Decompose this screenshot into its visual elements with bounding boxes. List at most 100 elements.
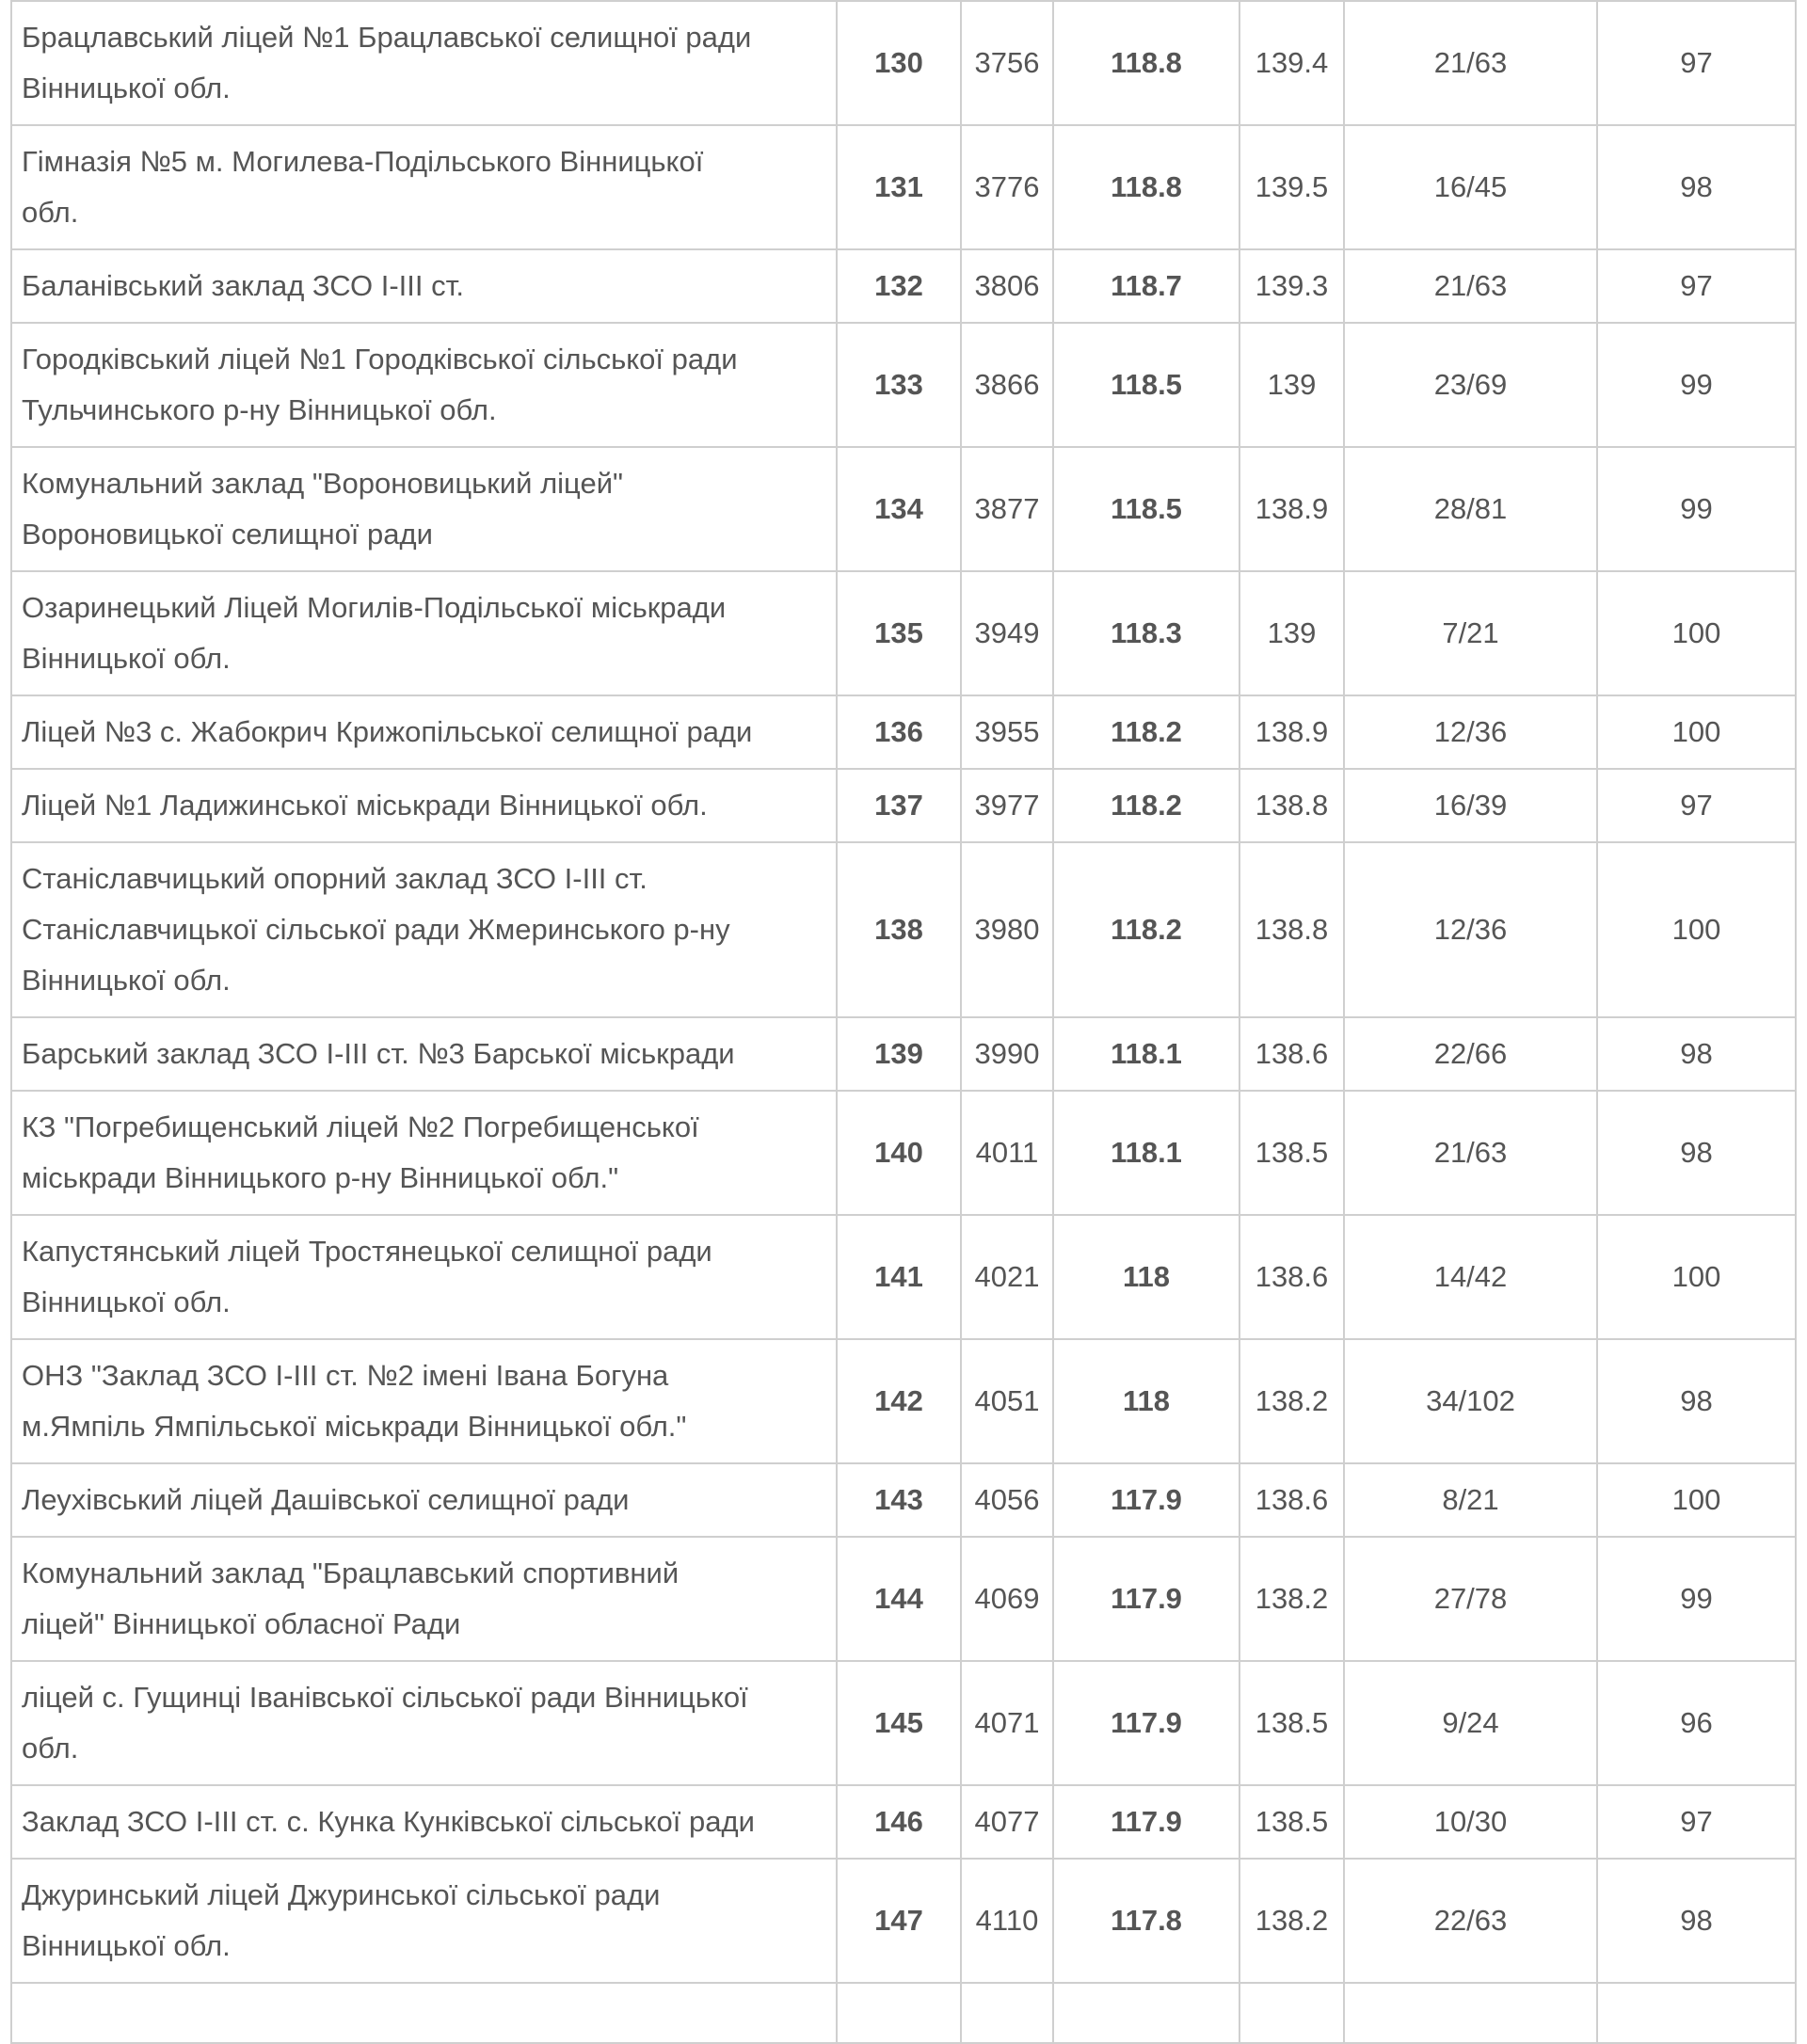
ratio-cell: 34/102 [1343, 1338, 1598, 1464]
rank-cell: 142 [836, 1338, 962, 1464]
count-cell: 3949 [960, 570, 1054, 696]
table-row: Брацлавський ліцей №1 Брацлавської селищ… [10, 0, 1797, 126]
count-cell: 4110 [960, 1858, 1054, 1984]
ratio-cell: 8/21 [1343, 1462, 1598, 1538]
ratio-cell: 21/63 [1343, 1090, 1598, 1216]
table-row: Джуринський ліцей Джуринської сільської … [10, 1858, 1797, 1984]
name-line: КЗ "Погребищенський ліцей №2 Погребищенс… [22, 1110, 699, 1143]
ratio-cell: 12/36 [1343, 841, 1598, 1018]
name-cell: Джуринський ліцей Джуринської сільської … [10, 1858, 838, 1984]
table-row: ОНЗ "Заклад ЗСО I-III ст. №2 імені Івана… [10, 1338, 1797, 1464]
name-line: ліцей с. Гущинці Іванівської сільської р… [22, 1681, 748, 1714]
ratio-cell: 14/42 [1343, 1214, 1598, 1340]
table-row: Барський заклад ЗСО I-III ст. №3 Барсько… [10, 1016, 1797, 1092]
count-cell: 4071 [960, 1660, 1054, 1786]
ratio-cell: 12/36 [1343, 695, 1598, 770]
ratio-cell: 22/66 [1343, 1016, 1598, 1092]
table-row: Комунальний заклад "Брацлавський спортив… [10, 1536, 1797, 1662]
rank-cell: 130 [836, 0, 962, 126]
percent-cell: 96 [1596, 1660, 1797, 1786]
name-line: Ліцей №3 с. Жабокрич Крижопільської сели… [22, 715, 753, 748]
score-2-cell: 138.6 [1239, 1462, 1345, 1538]
empty-cell [10, 1982, 838, 2044]
percent-cell: 100 [1596, 570, 1797, 696]
table-row-partial [10, 1982, 1797, 2044]
score-cell: 118 [1052, 1214, 1240, 1340]
percent-cell: 97 [1596, 768, 1797, 843]
table-row: КЗ "Погребищенський ліцей №2 Погребищенс… [10, 1090, 1797, 1216]
table-row: Ліцей №1 Ладижинської міськради Вінницьк… [10, 768, 1797, 843]
count-cell: 3990 [960, 1016, 1054, 1092]
count-cell: 3980 [960, 841, 1054, 1018]
name-line: Комунальний заклад "Вороновицький ліцей" [22, 467, 624, 500]
rank-cell: 145 [836, 1660, 962, 1786]
name-line: Гімназія №5 м. Могилева-Подільського Він… [22, 145, 704, 178]
name-line: Джуринський ліцей Джуринської сільської … [22, 1878, 661, 1911]
score-2-cell: 138.9 [1239, 446, 1345, 572]
name-cell: Барський заклад ЗСО I-III ст. №3 Барсько… [10, 1016, 838, 1092]
score-cell: 118.3 [1052, 570, 1240, 696]
page: Брацлавський ліцей №1 Брацлавської селищ… [10, 0, 1797, 2044]
ratio-cell: 16/39 [1343, 768, 1598, 843]
name-line: Брацлавський ліцей №1 Брацлавської селищ… [22, 21, 752, 54]
name-line: Комунальний заклад "Брацлавський спортив… [22, 1557, 680, 1589]
empty-cell [1343, 1982, 1598, 2044]
ratio-cell: 9/24 [1343, 1660, 1598, 1786]
rank-cell: 141 [836, 1214, 962, 1340]
name-cell: Гімназія №5 м. Могилева-Подільського Він… [10, 124, 838, 250]
table-row: ліцей с. Гущинці Іванівської сільської р… [10, 1660, 1797, 1786]
score-cell: 118.7 [1052, 248, 1240, 324]
name-line: Ліцей №1 Ладижинської міськради Вінницьк… [22, 789, 708, 822]
name-line: Станіславчицької сільської ради Жмеринсь… [22, 913, 730, 946]
ranking-table: Брацлавський ліцей №1 Брацлавської селищ… [10, 0, 1797, 2044]
name-cell: Озаринецький Ліцей Могилів-Подільської м… [10, 570, 838, 696]
name-line: Городківський ліцей №1 Городківської сіл… [22, 343, 738, 375]
count-cell: 3877 [960, 446, 1054, 572]
score-cell: 118.5 [1052, 322, 1240, 448]
count-cell: 4051 [960, 1338, 1054, 1464]
score-2-cell: 139.3 [1239, 248, 1345, 324]
score-cell: 118.2 [1052, 768, 1240, 843]
name-line: Капустянський ліцей Тростянецької селищн… [22, 1235, 712, 1268]
table-row: Леухівський ліцей Дашівської селищної ра… [10, 1462, 1797, 1538]
name-cell: КЗ "Погребищенський ліцей №2 Погребищенс… [10, 1090, 838, 1216]
name-line: Вороновицької селищної ради [22, 518, 433, 551]
name-line: Вінницької обл. [22, 642, 231, 675]
score-2-cell: 139 [1239, 322, 1345, 448]
rank-cell: 132 [836, 248, 962, 324]
table-row: Ліцей №3 с. Жабокрич Крижопільської сели… [10, 695, 1797, 770]
name-cell: Ліцей №3 с. Жабокрич Крижопільської сели… [10, 695, 838, 770]
name-line: Станіславчицький опорний заклад ЗСО I-II… [22, 862, 648, 895]
ratio-cell: 23/69 [1343, 322, 1598, 448]
percent-cell: 98 [1596, 1016, 1797, 1092]
percent-cell: 97 [1596, 248, 1797, 324]
empty-cell [1052, 1982, 1240, 2044]
ratio-cell: 27/78 [1343, 1536, 1598, 1662]
ratio-cell: 21/63 [1343, 0, 1598, 126]
score-2-cell: 138.6 [1239, 1016, 1345, 1092]
ratio-cell: 16/45 [1343, 124, 1598, 250]
score-2-cell: 139.4 [1239, 0, 1345, 126]
count-cell: 4077 [960, 1784, 1054, 1860]
name-cell: Городківський ліцей №1 Городківської сіл… [10, 322, 838, 448]
rank-cell: 133 [836, 322, 962, 448]
name-cell: Баланівський заклад ЗСО I-III ст. [10, 248, 838, 324]
rank-cell: 143 [836, 1462, 962, 1538]
count-cell: 4021 [960, 1214, 1054, 1340]
count-cell: 4011 [960, 1090, 1054, 1216]
rank-cell: 146 [836, 1784, 962, 1860]
count-cell: 3866 [960, 322, 1054, 448]
score-cell: 118.8 [1052, 0, 1240, 126]
percent-cell: 97 [1596, 1784, 1797, 1860]
percent-cell: 99 [1596, 1536, 1797, 1662]
percent-cell: 98 [1596, 1090, 1797, 1216]
count-cell: 3806 [960, 248, 1054, 324]
name-line: Леухівський ліцей Дашівської селищної ра… [22, 1483, 630, 1516]
table-row: Озаринецький Ліцей Могилів-Подільської м… [10, 570, 1797, 696]
empty-cell [1596, 1982, 1797, 2044]
percent-cell: 99 [1596, 322, 1797, 448]
empty-cell [1239, 1982, 1345, 2044]
count-cell: 3776 [960, 124, 1054, 250]
score-2-cell: 138.5 [1239, 1660, 1345, 1786]
ratio-cell: 10/30 [1343, 1784, 1598, 1860]
